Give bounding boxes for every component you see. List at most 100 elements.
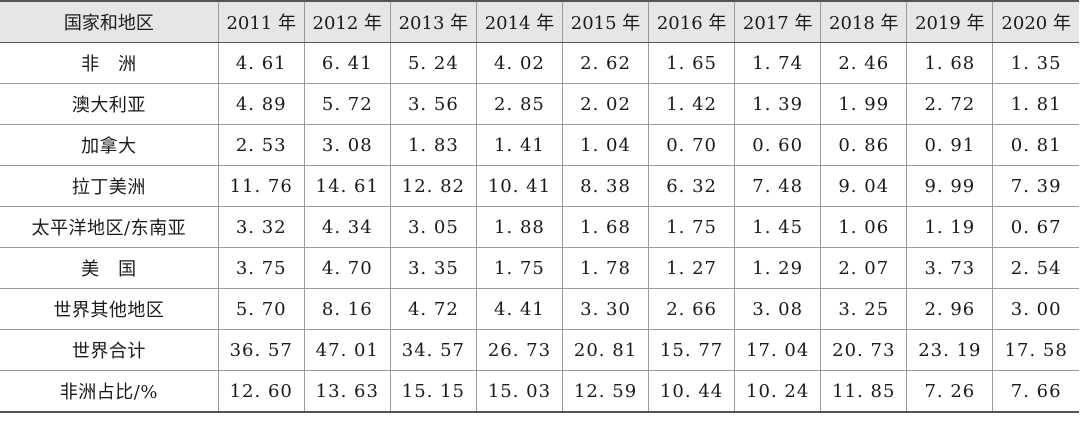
header-year: 2019 年: [906, 0, 993, 43]
region-cell: 美 国: [0, 247, 219, 289]
value-cell: 0. 67: [992, 206, 1079, 248]
value-cell: 1. 27: [648, 247, 735, 289]
value-cell: 3. 56: [389, 83, 477, 125]
value-cell: 1. 83: [389, 124, 477, 166]
value-cell: 11. 76: [217, 165, 305, 207]
region-cell: 加拿大: [0, 124, 219, 166]
value-cell: 4. 72: [389, 288, 477, 330]
value-cell: 15. 03: [475, 370, 563, 413]
value-cell: 0. 91: [906, 124, 993, 166]
value-cell: 12. 82: [389, 165, 477, 207]
header-region: 国家和地区: [0, 0, 219, 43]
value-cell: 1. 41: [475, 124, 563, 166]
value-cell: 2. 96: [906, 288, 993, 330]
value-cell: 5. 72: [303, 83, 391, 125]
value-cell: 13. 63: [303, 370, 391, 413]
region-cell: 太平洋地区/东南亚: [0, 206, 219, 248]
header-year: 2017 年: [734, 0, 821, 43]
header-year: 2013 年: [389, 0, 477, 43]
value-cell: 7. 39: [992, 165, 1079, 207]
value-cell: 1. 42: [648, 83, 735, 125]
value-cell: 12. 59: [561, 370, 649, 413]
value-cell: 5. 70: [217, 288, 305, 330]
header-year: 2015 年: [561, 0, 649, 43]
value-cell: 2. 07: [820, 247, 907, 289]
value-cell: 1. 45: [734, 206, 821, 248]
value-cell: 3. 25: [820, 288, 907, 330]
value-cell: 4. 89: [217, 83, 305, 125]
value-cell: 4. 41: [475, 288, 563, 330]
exploration-spending-table: 国家和地区 2011 年 2012 年 2013 年 2014 年 2015 年…: [0, 0, 1079, 413]
value-cell: 47. 01: [303, 329, 391, 371]
value-cell: 10. 24: [734, 370, 821, 413]
value-cell: 0. 60: [734, 124, 821, 166]
value-cell: 3. 00: [992, 288, 1079, 330]
data-table-container: 国家和地区 2011 年 2012 年 2013 年 2014 年 2015 年…: [0, 0, 1079, 413]
value-cell: 2. 46: [820, 42, 907, 84]
value-cell: 3. 75: [217, 247, 305, 289]
region-cell: 澳大利亚: [0, 83, 219, 125]
value-cell: 0. 81: [992, 124, 1079, 166]
value-cell: 1. 68: [906, 42, 993, 84]
value-cell: 17. 04: [734, 329, 821, 371]
header-year: 2011 年: [217, 0, 305, 43]
value-cell: 2. 72: [906, 83, 993, 125]
value-cell: 2. 53: [217, 124, 305, 166]
value-cell: 9. 99: [906, 165, 993, 207]
value-cell: 1. 81: [992, 83, 1079, 125]
region-cell: 非 洲: [0, 42, 219, 84]
value-cell: 3. 32: [217, 206, 305, 248]
value-cell: 3. 05: [389, 206, 477, 248]
value-cell: 26. 73: [475, 329, 563, 371]
table-row: 美 国 3. 75 4. 70 3. 35 1. 75 1. 78 1. 27 1. 29 2.…: [0, 247, 1079, 289]
value-cell: 7. 48: [734, 165, 821, 207]
region-cell: 世界合计: [0, 329, 219, 371]
table-row: 太平洋地区/东南亚 3. 32 4. 34 3. 05 1. 88 1. 68 1. 75 1…: [0, 206, 1079, 248]
value-cell: 1. 39: [734, 83, 821, 125]
value-cell: 3. 35: [389, 247, 477, 289]
value-cell: 2. 02: [561, 83, 649, 125]
header-year: 2016 年: [648, 0, 735, 43]
value-cell: 11. 85: [820, 370, 907, 413]
value-cell: 23. 19: [906, 329, 993, 371]
value-cell: 1. 88: [475, 206, 563, 248]
region-cell: 世界其他地区: [0, 288, 219, 330]
header-year: 2020 年: [992, 0, 1079, 43]
value-cell: 12. 60: [217, 370, 305, 413]
table-body: 非 洲 4. 61 6. 41 5. 24 4. 02 2. 62 1. 65 1. 74 2.…: [0, 42, 1079, 413]
value-cell: 1. 99: [820, 83, 907, 125]
value-cell: 14. 61: [303, 165, 391, 207]
value-cell: 20. 81: [561, 329, 649, 371]
value-cell: 4. 34: [303, 206, 391, 248]
value-cell: 1. 74: [734, 42, 821, 84]
value-cell: 1. 78: [561, 247, 649, 289]
value-cell: 0. 86: [820, 124, 907, 166]
value-cell: 7. 66: [992, 370, 1079, 413]
table-row: 世界其他地区 5. 70 8. 16 4. 72 4. 41 3. 30 2. 66 3. 0…: [0, 288, 1079, 330]
value-cell: 2. 54: [992, 247, 1079, 289]
value-cell: 34. 57: [389, 329, 477, 371]
value-cell: 20. 73: [820, 329, 907, 371]
value-cell: 1. 75: [475, 247, 563, 289]
value-cell: 3. 30: [561, 288, 649, 330]
value-cell: 4. 02: [475, 42, 563, 84]
value-cell: 1. 75: [648, 206, 735, 248]
value-cell: 1. 35: [992, 42, 1079, 84]
value-cell: 6. 41: [303, 42, 391, 84]
value-cell: 3. 08: [734, 288, 821, 330]
region-cell: 非洲占比/%: [0, 370, 219, 413]
value-cell: 4. 70: [303, 247, 391, 289]
value-cell: 36. 57: [217, 329, 305, 371]
value-cell: 15. 77: [648, 329, 735, 371]
value-cell: 8. 38: [561, 165, 649, 207]
value-cell: 0. 70: [648, 124, 735, 166]
header-year: 2018 年: [820, 0, 907, 43]
table-row: 澳大利亚 4. 89 5. 72 3. 56 2. 85 2. 02 1. 42 1. 39 1…: [0, 83, 1079, 125]
header-year: 2014 年: [475, 0, 563, 43]
value-cell: 2. 85: [475, 83, 563, 125]
value-cell: 7. 26: [906, 370, 993, 413]
value-cell: 6. 32: [648, 165, 735, 207]
value-cell: 5. 24: [389, 42, 477, 84]
value-cell: 10. 44: [648, 370, 735, 413]
value-cell: 1. 19: [906, 206, 993, 248]
